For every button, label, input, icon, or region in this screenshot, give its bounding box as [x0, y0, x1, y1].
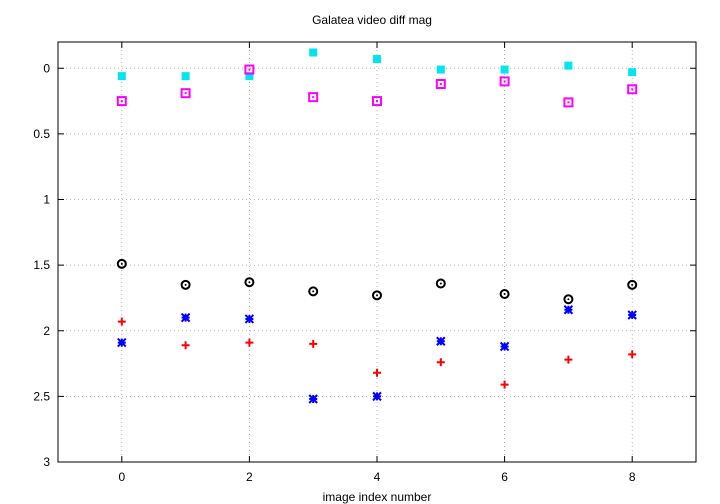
data-point [627, 84, 638, 95]
data-point [564, 355, 573, 364]
data-point [436, 358, 445, 367]
data-point [309, 339, 318, 348]
data-point [372, 391, 382, 402]
data-point [117, 337, 127, 348]
data-point [244, 64, 255, 75]
data-point [116, 258, 127, 269]
chart-title: Galatea video diff mag [312, 13, 432, 27]
data-point [499, 289, 510, 299]
data-point [628, 350, 637, 359]
x-tick-label: 8 [629, 470, 636, 484]
data-point [308, 286, 319, 297]
data-point [372, 96, 382, 107]
series-plus [117, 317, 637, 389]
data-point [181, 341, 190, 350]
data-point [373, 55, 381, 64]
data-point [117, 317, 126, 326]
data-point [500, 380, 509, 389]
data-point [563, 97, 574, 108]
y-tick-label: 2 [43, 324, 50, 338]
data-point [309, 48, 318, 57]
data-point [244, 277, 255, 288]
data-point [500, 65, 509, 74]
data-point [181, 72, 190, 81]
data-point [499, 341, 510, 352]
series-dotted-square [116, 64, 638, 108]
x-axis-label: image index number [323, 490, 432, 504]
y-tick-label: 0.5 [33, 127, 50, 141]
data-point [180, 88, 191, 99]
series-dotted-circle [116, 258, 638, 305]
series-filled-square [117, 48, 637, 81]
data-point [244, 314, 255, 324]
data-point [435, 79, 446, 89]
data-point [436, 65, 445, 74]
series-star [117, 305, 637, 404]
data-point [563, 294, 574, 305]
data-point [116, 96, 127, 107]
data-point [627, 279, 638, 290]
x-tick-label: 0 [118, 470, 125, 484]
data-point [308, 394, 318, 404]
data-point [117, 72, 126, 81]
y-tick-label: 3 [43, 455, 50, 469]
data-point [372, 290, 382, 301]
data-point [180, 279, 191, 290]
data-point [627, 310, 637, 320]
data-point [436, 336, 446, 346]
data-point [499, 76, 510, 87]
x-tick-label: 6 [501, 470, 508, 484]
data-point [373, 368, 381, 377]
x-tick-label: 2 [246, 470, 253, 484]
data-points [116, 48, 638, 404]
data-point [180, 312, 191, 323]
data-point [245, 338, 254, 347]
y-tick-label: 0 [43, 61, 50, 75]
data-point [245, 72, 254, 81]
y-tick-label: 2.5 [33, 389, 50, 403]
data-point [563, 305, 574, 315]
axis-ticks: 0 2 4 6 8 0 0.5 1 1.5 2 2.5 3 [33, 42, 696, 484]
data-point [435, 278, 446, 289]
data-point [308, 92, 319, 103]
x-tick-label: 4 [374, 470, 381, 484]
data-point [564, 61, 573, 70]
data-point [628, 68, 637, 77]
y-tick-label: 1 [43, 193, 50, 207]
y-tick-label: 1.5 [33, 258, 50, 272]
